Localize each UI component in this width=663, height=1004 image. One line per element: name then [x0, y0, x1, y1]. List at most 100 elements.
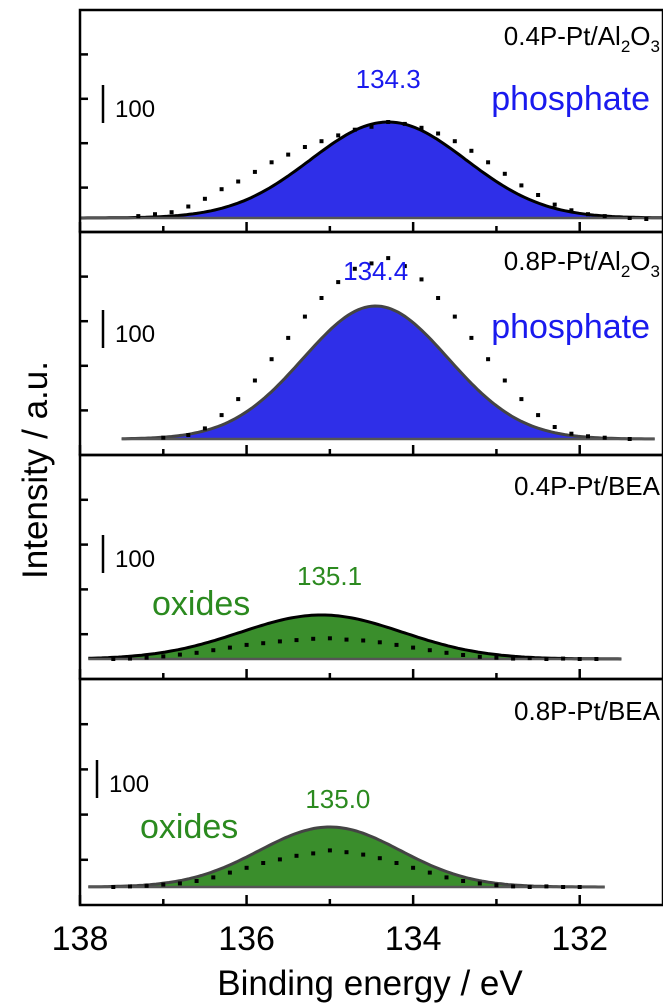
sample-label-main: 0.8P-Pt/Al: [504, 246, 621, 276]
data-point: [236, 397, 241, 402]
data-point: [519, 183, 524, 188]
data-point: [552, 425, 557, 429]
data-point: [502, 378, 507, 383]
x-axis-label: Binding energy / eV: [217, 964, 523, 1003]
data-point: [427, 648, 432, 653]
sample-label-main: 0.4P-Pt/Al: [504, 21, 621, 51]
data-point: [627, 216, 632, 220]
data-point: [552, 202, 557, 207]
sample-label-mid: O: [630, 246, 650, 276]
data-point: [111, 885, 116, 889]
data-point: [153, 212, 157, 217]
fit-envelope: [121, 304, 655, 441]
data-point: [402, 264, 407, 269]
data-point: [394, 861, 399, 865]
species-label: oxides: [140, 808, 238, 846]
x-tick-label: 132: [551, 920, 608, 958]
scale-bar-label: 100: [115, 96, 155, 123]
data-point: [177, 881, 182, 886]
sample-label: 0.8P-Pt/BEA: [514, 696, 661, 726]
data-point: [602, 214, 607, 219]
data-point: [327, 848, 332, 853]
data-point: [219, 413, 224, 418]
data-point: [352, 127, 357, 132]
sample-label: 0.4P-Pt/Al2O3: [504, 21, 660, 56]
peak-fill: [88, 615, 622, 659]
x-tick-label: 136: [218, 920, 275, 958]
data-point: [186, 433, 191, 437]
data-point: [227, 645, 232, 650]
x-tick-label: 138: [52, 920, 109, 958]
data-point: [169, 210, 174, 215]
data-point: [386, 256, 391, 261]
data-point: [236, 179, 241, 184]
data-point: [536, 193, 541, 197]
data-point: [486, 357, 491, 362]
data-point: [202, 426, 207, 431]
data-point: [594, 657, 599, 661]
data-point: [544, 884, 549, 889]
panel-3: 100 0.4P-Pt/BEA 135.1 oxides: [78, 453, 663, 681]
data-point: [452, 314, 457, 319]
data-point: [227, 870, 232, 875]
data-point: [577, 885, 582, 889]
peak-fill: [88, 827, 605, 887]
data-point: [486, 160, 491, 165]
sample-label-sub: 3: [651, 262, 660, 281]
fit-envelope: [80, 120, 663, 220]
data-point: [386, 120, 391, 124]
species-label: phosphate: [491, 80, 650, 118]
data-point: [161, 435, 166, 440]
data-point: [319, 296, 324, 300]
scale-bar-label: 100: [109, 771, 149, 798]
species-label: oxides: [152, 585, 250, 623]
data-point: [336, 280, 341, 285]
data-point: [361, 852, 366, 857]
data-point: [394, 642, 399, 647]
data-point: [469, 148, 474, 153]
data-point: [261, 641, 266, 646]
scale-bar-label: 100: [115, 321, 155, 348]
scale-bar-label: 100: [115, 546, 155, 573]
data-point: [586, 212, 590, 217]
data-point: [377, 640, 382, 645]
data-point: [369, 124, 374, 129]
data-point: [186, 204, 191, 209]
data-point: [161, 654, 166, 659]
sample-label-main: 0.8P-Pt/BEA: [514, 696, 661, 726]
peak-position-label: 135.0: [305, 784, 370, 814]
data-point: [361, 638, 366, 643]
data-point: [494, 883, 499, 888]
data-point: [219, 187, 224, 192]
data-point: [561, 656, 566, 661]
data-point: [494, 655, 499, 660]
data-point: [277, 639, 282, 644]
data-point: [419, 277, 424, 282]
data-point: [277, 857, 282, 862]
sample-label: 0.8P-Pt/Al2O3: [504, 246, 660, 281]
data-point: [294, 853, 299, 858]
data-point: [561, 885, 566, 889]
data-point: [111, 657, 116, 661]
data-point: [244, 642, 249, 647]
sample-label-sub: 3: [651, 37, 660, 56]
data-point: [252, 378, 257, 383]
panels-layer: 1000.4P-Pt/Al2O3134.3phosphate1000.8P-Pt…: [78, 8, 663, 907]
sample-label-main: 0.4P-Pt/BEA: [514, 471, 661, 501]
data-point: [502, 171, 507, 176]
peak-fill: [80, 122, 663, 218]
sample-label-mid: O: [630, 21, 650, 51]
data-point: [211, 875, 216, 880]
data-point: [536, 413, 541, 418]
data-point: [311, 851, 316, 856]
data-point: [461, 879, 466, 883]
data-point: [302, 314, 307, 319]
data-point: [519, 397, 524, 402]
data-point: [444, 650, 449, 655]
data-point: [369, 261, 374, 266]
data-point: [336, 133, 341, 138]
data-point: [444, 875, 449, 880]
fit-envelope: [88, 613, 622, 661]
data-point: [302, 145, 307, 149]
